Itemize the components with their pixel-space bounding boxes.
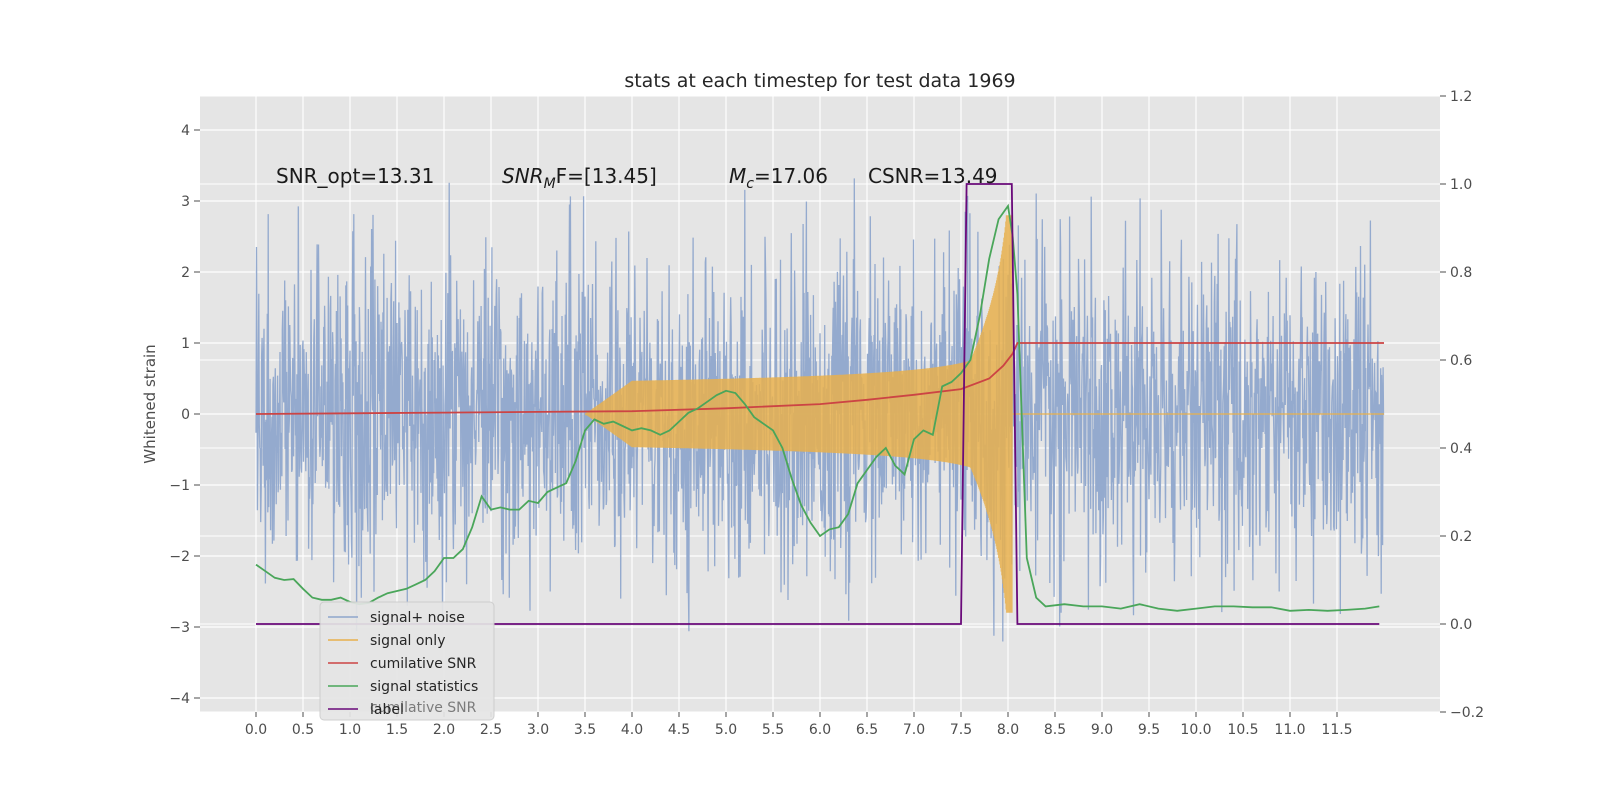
legend-label: signal+ noise (370, 610, 465, 626)
y2-tick-label: −0.2 (1450, 705, 1484, 721)
y2-tick-label: 1.0 (1450, 177, 1472, 193)
chart-title: stats at each timestep for test data 196… (624, 70, 1015, 92)
y2-tick-label: 1.2 (1450, 89, 1472, 105)
y-tick-label: 0 (181, 407, 190, 423)
x-tick-label: 3.0 (527, 722, 549, 738)
x-tick-label: 0.0 (245, 722, 267, 738)
y-tick-label: −3 (169, 620, 190, 636)
legend-box (319, 601, 495, 721)
x-tick-label: 2.5 (480, 722, 502, 738)
y2-tick-label: 0.8 (1450, 265, 1472, 281)
legend-label: signal statistics (370, 679, 478, 695)
y-axis-right: −0.2 0.0 0.2 0.4 0.6 0.8 1.0 1.2 (1440, 89, 1484, 721)
series-lines (255, 183, 1384, 625)
x-tick-label: 8.0 (997, 722, 1019, 738)
x-tick-label: 9.5 (1138, 722, 1160, 738)
x-tick-label: 5.0 (715, 722, 737, 738)
x-tick-label: 4.5 (668, 722, 690, 738)
annotation-1: SNR_opt=13.31 (276, 164, 434, 188)
x-tick-label: 8.5 (1044, 722, 1066, 738)
annotation-3: Mc=17.06 (729, 164, 828, 192)
series-signal-statistics (255, 203, 1380, 612)
x-tick-label: 6.5 (856, 722, 878, 738)
annotation-4: CSNR=13.49 (868, 164, 998, 188)
legend-label: signal only (370, 633, 445, 649)
x-tick-label: 11.5 (1321, 722, 1352, 738)
x-tick-label: 9.0 (1091, 722, 1113, 738)
y-axis-label: Whitened strain (141, 344, 159, 463)
y-axis-left: −4 −3 −2 −1 0 1 2 3 4 (169, 123, 200, 707)
y-tick-label: 2 (181, 265, 190, 281)
y-tick-label: −1 (169, 478, 190, 494)
series-label (256, 183, 1380, 625)
x-axis: 0.0 0.5 1.0 1.5 2.0 2.5 3.0 3.5 4.0 4.5 5.0 5.5 6.0 6… (245, 712, 1353, 738)
x-tick-label: 10.5 (1227, 722, 1258, 738)
x-tick-label: 6.0 (809, 722, 831, 738)
legend-label: label (370, 702, 404, 718)
y-tick-label: −2 (169, 549, 190, 565)
x-tick-label: 3.5 (574, 722, 596, 738)
legend-label: cumilative SNR (370, 656, 477, 672)
x-tick-label: 1.5 (386, 722, 408, 738)
x-tick-label: 0.5 (292, 722, 314, 738)
series-signal-only (584, 215, 1384, 613)
series-cumilative-snr (255, 342, 1384, 415)
y2-tick-label: 0.0 (1450, 617, 1472, 633)
y2-tick-label: 0.4 (1450, 441, 1472, 457)
annotation-2: SNRMF=[13.45] (502, 164, 657, 192)
y-tick-label: 1 (181, 336, 190, 352)
x-tick-label: 10.0 (1180, 722, 1211, 738)
x-tick-label: 7.0 (903, 722, 925, 738)
x-tick-label: 2.0 (433, 722, 455, 738)
y-tick-label: 3 (181, 194, 190, 210)
y2-tick-label: 0.6 (1450, 353, 1472, 369)
x-tick-label: 4.0 (621, 722, 643, 738)
x-tick-label: 11.0 (1274, 722, 1305, 738)
y2-tick-label: 0.2 (1450, 529, 1472, 545)
x-tick-label: 7.5 (950, 722, 972, 738)
signal-only-line (584, 215, 1013, 613)
x-tick-label: 1.0 (339, 722, 361, 738)
annotations: SNR_opt=13.31 SNRMF=[13.45] Mc=17.06 CSNR=1… (276, 164, 998, 192)
legend: signal+ noise signal only cumilative SNR si… (319, 601, 495, 721)
y-tick-label: −4 (169, 691, 190, 707)
x-tick-label: 5.5 (762, 722, 784, 738)
legend-faded-label: cumilative SNR (370, 700, 477, 716)
y-tick-label: 4 (181, 123, 190, 139)
